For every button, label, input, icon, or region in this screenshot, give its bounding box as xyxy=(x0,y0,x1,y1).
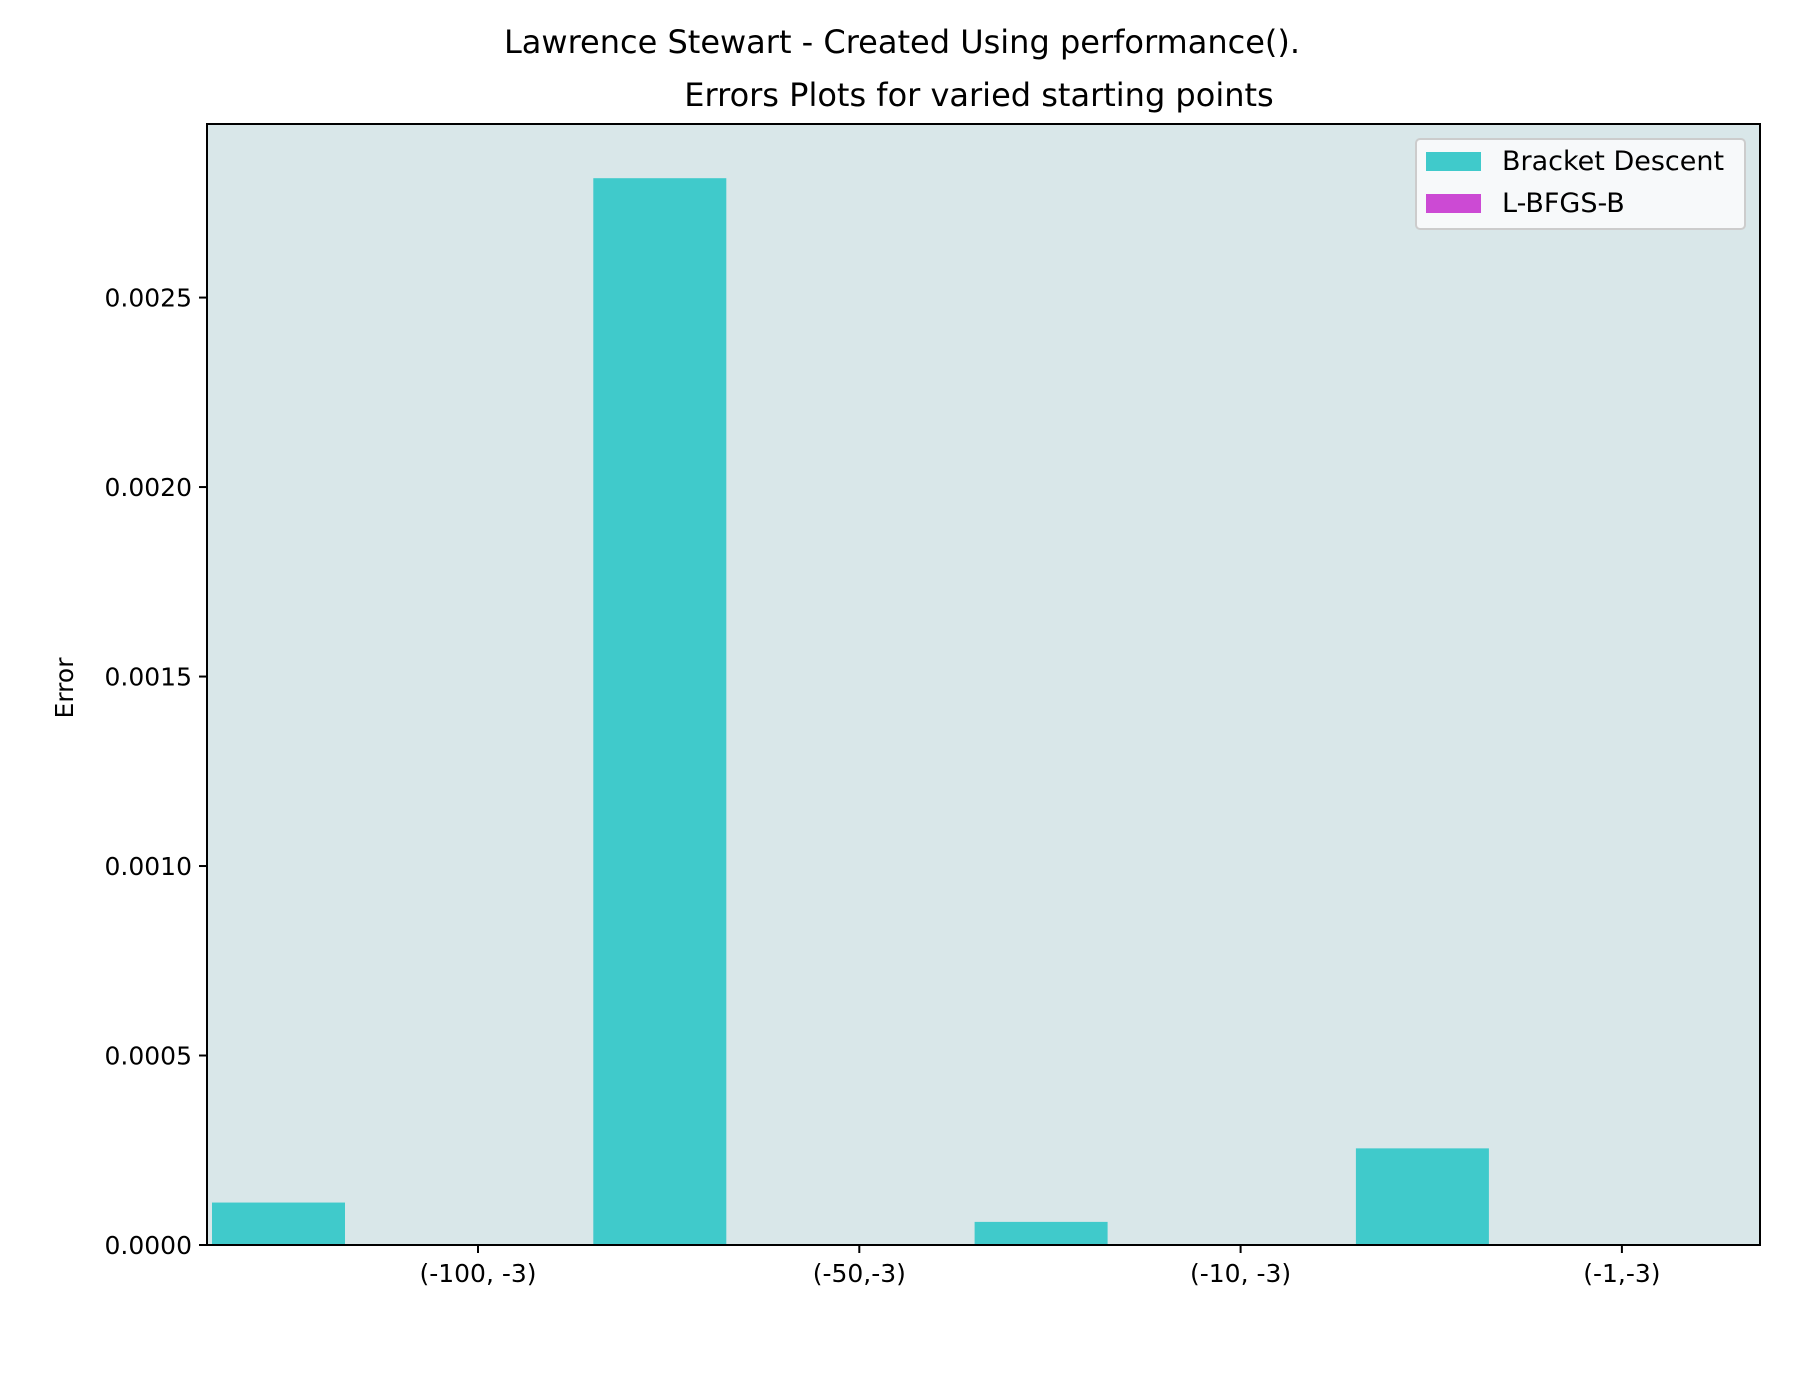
chart-title: Errors Plots for varied starting points xyxy=(684,76,1273,114)
legend-swatch-l-bfgs-b xyxy=(1426,194,1481,213)
bar-bracket-descent-0 xyxy=(212,1202,345,1245)
y-tick-label: 0.0010 xyxy=(105,852,192,881)
y-tick-label: 0.0020 xyxy=(105,473,192,502)
legend: Bracket Descent L-BFGS-B xyxy=(1415,138,1746,230)
plot-frame xyxy=(206,123,1761,1246)
bars-group xyxy=(212,178,1489,1246)
legend-label-l-bfgs-b: L-BFGS-B xyxy=(1502,188,1625,219)
y-tick-label: 0.0005 xyxy=(105,1042,192,1071)
x-tick-label: (-50,-3) xyxy=(813,1259,906,1288)
legend-label-bracket-descent: Bracket Descent xyxy=(1502,146,1724,177)
legend-swatch-bracket-descent xyxy=(1426,152,1481,171)
x-tick-label: (-1,-3) xyxy=(1583,1259,1660,1288)
bar-bracket-descent-1 xyxy=(593,178,727,1246)
y-axis-label: Error xyxy=(50,657,79,719)
bar-bracket-descent-3 xyxy=(1355,1148,1489,1245)
bar-bracket-descent-2 xyxy=(974,1221,1108,1245)
x-axis-ticks: (-100, -3) (-50,-3) (-10, -3) (-1,-3) xyxy=(419,1245,1661,1288)
y-axis-ticks: 0.0000 0.0005 0.0010 0.0015 0.0020 0.0025 xyxy=(105,284,207,1260)
y-tick-label: 0.0025 xyxy=(105,284,192,313)
plot-area xyxy=(207,124,1760,1245)
y-tick-label: 0.0015 xyxy=(105,663,192,692)
chart-suptitle: Lawrence Stewart - Created Using perform… xyxy=(504,23,1300,61)
y-tick-label: 0.0000 xyxy=(105,1231,192,1260)
x-tick-label: (-10, -3) xyxy=(1190,1259,1291,1288)
x-tick-label: (-100, -3) xyxy=(419,1259,536,1288)
legend-box xyxy=(1415,138,1746,230)
